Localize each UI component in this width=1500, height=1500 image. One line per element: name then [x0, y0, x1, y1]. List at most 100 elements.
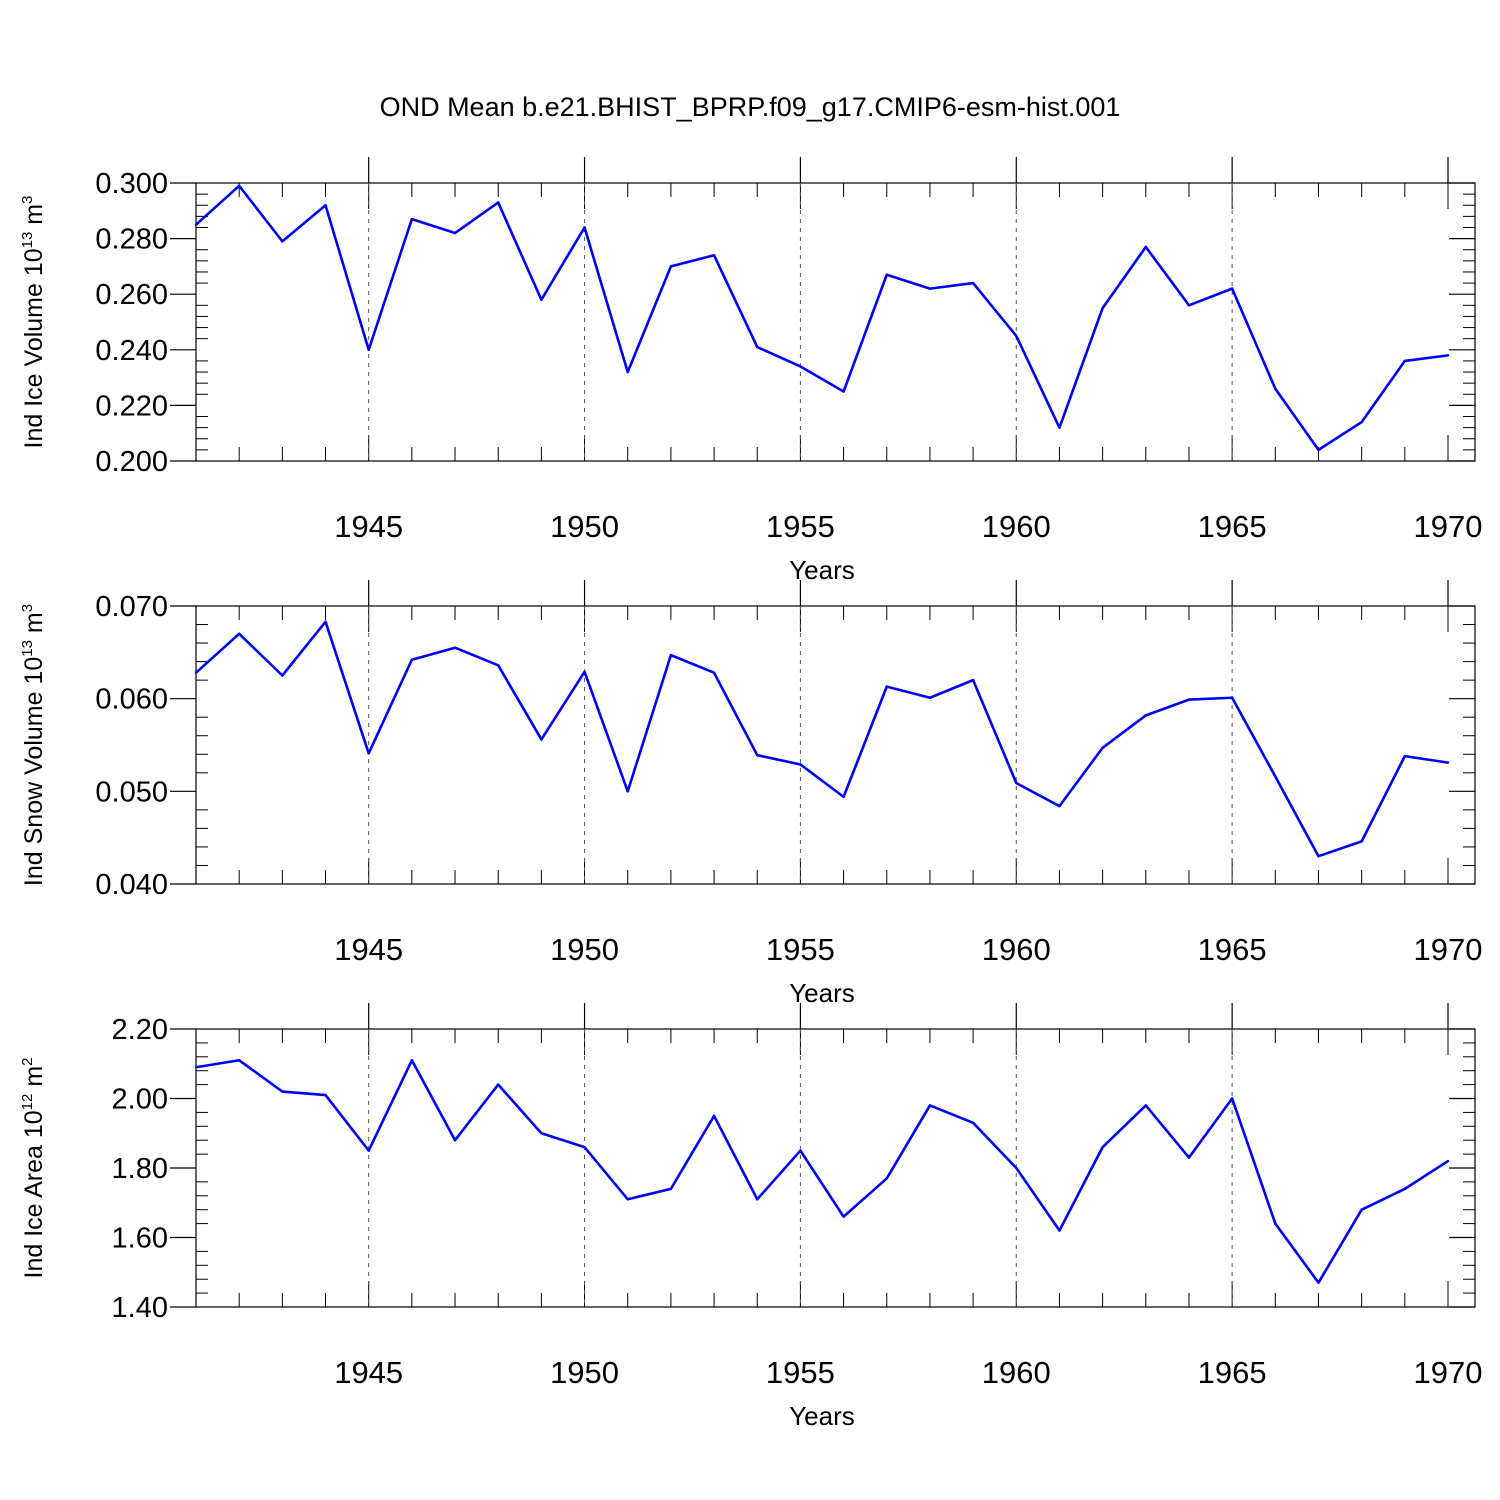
data-point	[885, 1177, 888, 1180]
y-axis-label-exponent: 13	[19, 640, 36, 657]
series-line	[195, 184, 1449, 452]
y-tick-label: 0.260	[95, 279, 168, 311]
y-axis-label-unit-exponent: 3	[19, 196, 36, 204]
data-point	[669, 265, 673, 268]
data-point	[1015, 1166, 1018, 1170]
y-axis-label-unit-exponent: 3	[19, 604, 36, 612]
data-point	[194, 223, 198, 226]
x-tick-label: 1955	[766, 1355, 835, 1390]
data-point	[194, 1066, 198, 1069]
y-axis-label: Ind Ice Volume 1013 m3	[19, 196, 48, 449]
data-point	[842, 795, 845, 799]
data-point	[410, 1059, 414, 1062]
y-tick-label: 0.280	[95, 224, 168, 256]
x-tick-label: 1945	[334, 1355, 403, 1390]
data-point	[1187, 698, 1191, 701]
data-point	[712, 254, 716, 257]
snow-volume-panel: 0.040 0.050 0.060 0.070 1945 1950 1955 1960 1965…	[19, 580, 1482, 1008]
data-point	[1317, 448, 1320, 452]
data-point	[1230, 1097, 1234, 1100]
data-point	[756, 753, 759, 757]
data-point	[237, 1059, 241, 1062]
data-point	[281, 240, 284, 243]
data-point	[1144, 714, 1147, 717]
y-axis-label-text: Ind Ice Area 10	[20, 1110, 48, 1278]
data-point	[799, 1149, 802, 1152]
ice-area-panel: 1.40 1.60 1.80 2.00 2.20 1945 1950 1955 1960 1965…	[19, 1003, 1482, 1431]
data-point	[497, 1083, 500, 1086]
x-tick-label: 1965	[1198, 509, 1267, 544]
data-point	[1274, 1222, 1277, 1225]
data-point	[453, 1139, 457, 1142]
data-point	[885, 685, 888, 688]
data-point	[237, 632, 241, 635]
data-point	[540, 738, 543, 741]
data-point	[626, 790, 629, 793]
data-point	[1144, 1104, 1147, 1107]
x-tick-label: 1950	[550, 1355, 619, 1390]
data-point	[410, 658, 414, 661]
data-point	[1101, 306, 1104, 310]
data-point	[367, 348, 370, 351]
data-point	[756, 345, 759, 349]
chart-title: OND Mean b.e21.BHIST_BPRP.f09_g17.CMIP6-…	[379, 92, 1121, 122]
data-point	[971, 281, 975, 285]
series-line	[195, 1058, 1449, 1284]
data-point	[1446, 1159, 1450, 1163]
data-point	[1446, 761, 1450, 764]
x-tick-label: 1960	[982, 509, 1051, 544]
data-point	[281, 674, 284, 677]
y-axis-label-unit: m	[20, 204, 48, 232]
plot-frame	[195, 605, 1476, 885]
data-point	[1101, 1145, 1104, 1149]
data-point	[928, 696, 932, 699]
y-tick-label: 1.60	[112, 1223, 168, 1255]
y-axis-label-text: Ind Snow Volume 10	[20, 657, 48, 886]
data-point	[1144, 245, 1147, 249]
series-line	[195, 620, 1449, 858]
data-point	[1187, 1156, 1191, 1159]
data-point	[1230, 696, 1234, 699]
data-point	[453, 646, 457, 649]
x-tick-label: 1970	[1414, 509, 1483, 544]
data-point	[1360, 420, 1363, 424]
y-axis-label-unit-exponent: 2	[19, 1058, 36, 1066]
plot-frame	[195, 182, 1476, 462]
data-point	[799, 763, 802, 766]
data-point	[1187, 304, 1191, 307]
data-point	[1015, 781, 1018, 785]
data-point	[756, 1198, 759, 1201]
x-tick-label: 1945	[334, 509, 403, 544]
y-tick-label: 0.240	[95, 335, 168, 367]
ice-volume-panel: 0.200 0.220 0.240 0.260 0.280 0.300 1945 1950 19…	[19, 157, 1483, 585]
data-point	[540, 298, 543, 301]
data-point	[1317, 855, 1320, 858]
data-point	[1058, 1229, 1061, 1232]
data-point	[324, 204, 327, 207]
y-tick-label: 2.00	[112, 1084, 168, 1116]
y-tick-label: 0.040	[95, 869, 168, 901]
data-point	[1230, 287, 1234, 290]
y-tick-label: 0.300	[95, 168, 168, 200]
plot-frame	[195, 1028, 1476, 1308]
data-point	[971, 1121, 975, 1125]
data-point	[712, 671, 716, 674]
data-point	[626, 1198, 629, 1201]
data-point	[281, 1090, 284, 1093]
y-axis-label-unit: m	[20, 1066, 48, 1094]
data-point	[237, 184, 241, 187]
x-tick-label: 1965	[1198, 932, 1267, 967]
x-tick-label: 1955	[766, 509, 835, 544]
data-point	[885, 273, 888, 276]
data-point	[1317, 1281, 1320, 1284]
x-axis-label: Years	[789, 1401, 855, 1431]
data-point	[842, 1215, 845, 1218]
data-point	[583, 1145, 586, 1149]
data-point	[453, 231, 457, 235]
data-point	[1446, 354, 1450, 357]
data-point	[540, 1132, 543, 1135]
data-point	[928, 287, 932, 290]
data-point	[928, 1104, 932, 1107]
data-point	[1015, 334, 1018, 338]
y-axis-label-unit: m	[20, 612, 48, 640]
